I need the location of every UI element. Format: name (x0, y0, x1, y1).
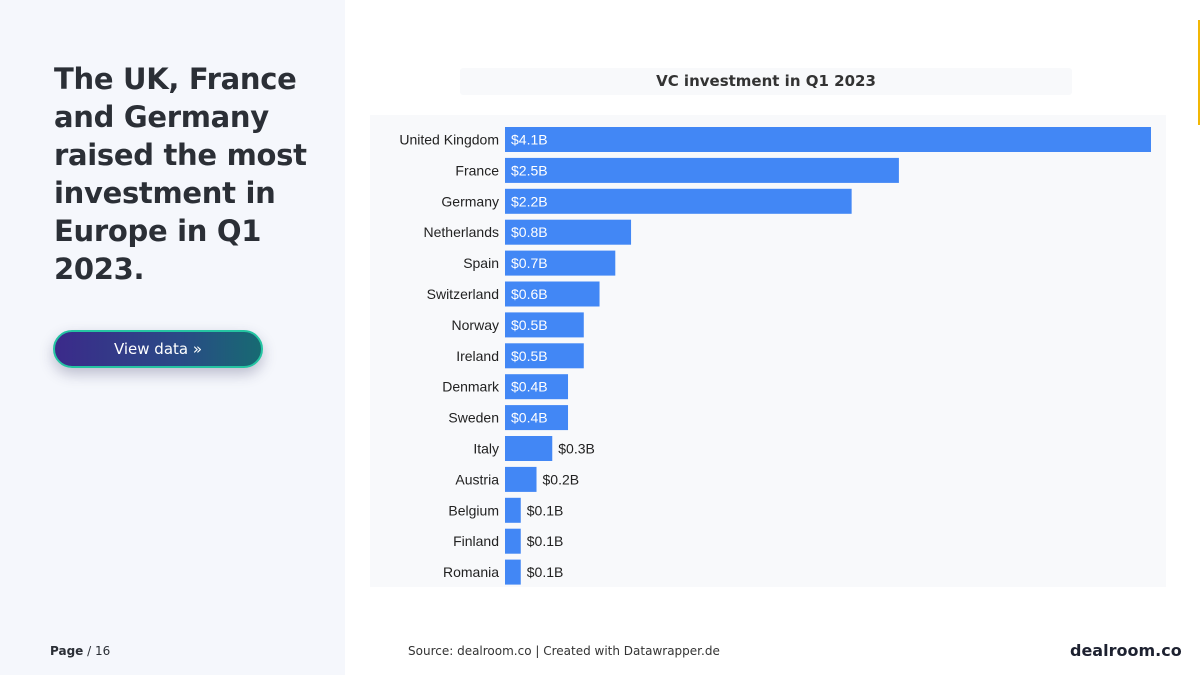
bar-france[interactable] (505, 157, 899, 183)
category-label-austria: Austria (455, 471, 499, 487)
bar-romania[interactable] (505, 559, 521, 585)
bar-norway[interactable] (505, 312, 584, 338)
value-label-united-kingdom: $4.1B (511, 132, 548, 148)
page-total: / 16 (87, 644, 111, 658)
page-label: Page (50, 644, 84, 658)
category-label-france: France (455, 162, 499, 178)
value-label-netherlands: $0.8B (511, 224, 548, 240)
chart-title-bar (460, 68, 1072, 95)
bar-united-kingdom[interactable] (505, 127, 1151, 152)
category-label-germany: Germany (441, 193, 499, 209)
category-label-belgium: Belgium (448, 502, 499, 518)
category-label-denmark: Denmark (442, 379, 500, 395)
value-label-denmark: $0.4B (511, 379, 548, 395)
value-label-germany: $2.2B (511, 193, 548, 209)
chart-area: United Kingdom $4.1B France $2.5B Germany $2.… (370, 115, 1166, 587)
value-label-belgium: $0.1B (527, 502, 564, 518)
chart-title: VC investment in Q1 2023 (656, 72, 876, 90)
value-label-romania: $0.1B (527, 564, 564, 580)
accent-line (1198, 20, 1200, 125)
category-label-united-kingdom: United Kingdom (399, 132, 499, 148)
category-label-spain: Spain (463, 255, 499, 271)
bar-italy[interactable] (505, 436, 553, 461)
source-note: Source: dealroom.co | Created with Dataw… (408, 644, 720, 658)
bar-finland[interactable] (505, 528, 521, 554)
value-label-switzerland: $0.6B (511, 286, 548, 302)
bar-switzerland[interactable] (505, 281, 600, 307)
bar-ireland[interactable] (505, 343, 584, 369)
value-label-norway: $0.5B (511, 317, 548, 333)
view-data-button[interactable]: View data » (53, 330, 263, 368)
category-label-ireland: Ireland (456, 348, 499, 364)
bar-belgium[interactable] (505, 497, 521, 523)
category-label-romania: Romania (443, 564, 499, 580)
value-label-ireland: $0.5B (511, 348, 548, 364)
value-label-italy: $0.3B (558, 441, 595, 457)
value-label-finland: $0.1B (527, 533, 564, 549)
bar-netherlands[interactable] (505, 219, 632, 245)
value-label-france: $2.5B (511, 162, 548, 178)
value-label-spain: $0.7B (511, 255, 548, 271)
headline: The UK, France and Germany raised the mo… (54, 62, 307, 286)
category-label-italy: Italy (473, 441, 499, 457)
category-label-sweden: Sweden (448, 410, 499, 426)
bar-sweden[interactable] (505, 405, 569, 431)
bar-germany[interactable] (505, 188, 852, 214)
bar-austria[interactable] (505, 466, 537, 492)
value-label-sweden: $0.4B (511, 410, 548, 426)
category-label-switzerland: Switzerland (427, 286, 499, 302)
brand-logo[interactable]: dealroom.co (1070, 641, 1182, 660)
bar-chart: United Kingdom $4.1B France $2.5B Germany $2.… (399, 127, 1151, 585)
bar-spain[interactable] (505, 250, 616, 276)
bar-denmark[interactable] (505, 374, 569, 400)
category-label-norway: Norway (452, 317, 499, 333)
page-indicator: Page / 16 (50, 644, 110, 658)
category-label-netherlands: Netherlands (424, 224, 500, 240)
value-label-austria: $0.2B (543, 471, 580, 487)
category-label-finland: Finland (453, 533, 499, 549)
